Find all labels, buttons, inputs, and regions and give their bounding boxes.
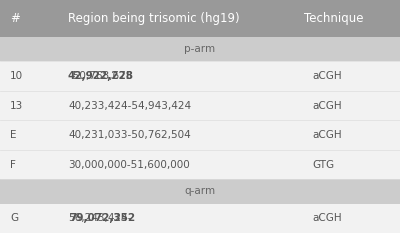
Text: 79,072,352: 79,072,352 <box>69 213 136 223</box>
Bar <box>0 120 400 150</box>
Text: 40,231,033-50,762,504: 40,231,033-50,762,504 <box>68 130 191 140</box>
Text: F: F <box>10 160 16 170</box>
Text: aCGH: aCGH <box>312 71 342 81</box>
Bar <box>0 0 400 37</box>
Text: G: G <box>10 213 18 223</box>
Text: q-arm: q-arm <box>184 186 216 196</box>
Text: Region being trisomic (hg19): Region being trisomic (hg19) <box>68 12 240 25</box>
Text: #: # <box>10 12 20 25</box>
Text: p-arm: p-arm <box>184 44 216 54</box>
Bar <box>0 37 400 62</box>
Text: 40,233,424-54,943,424: 40,233,424-54,943,424 <box>68 101 191 111</box>
Text: Technique: Technique <box>304 12 364 25</box>
Text: GTG: GTG <box>312 160 334 170</box>
Text: aCGH: aCGH <box>312 213 342 223</box>
Text: E: E <box>10 130 16 140</box>
Text: 56,243,424-: 56,243,424- <box>68 213 132 223</box>
Text: 10: 10 <box>10 71 23 81</box>
Bar <box>0 62 400 91</box>
Bar <box>0 150 400 179</box>
Text: 13: 13 <box>10 101 23 111</box>
Bar <box>0 179 400 204</box>
Text: -50,768,675: -50,768,675 <box>69 71 133 81</box>
Text: 42,922,228: 42,922,228 <box>68 71 134 81</box>
Text: 30,000,000-51,600,000: 30,000,000-51,600,000 <box>68 160 190 170</box>
Text: aCGH: aCGH <box>312 101 342 111</box>
Bar <box>0 91 400 120</box>
Text: aCGH: aCGH <box>312 130 342 140</box>
Bar <box>0 204 400 233</box>
